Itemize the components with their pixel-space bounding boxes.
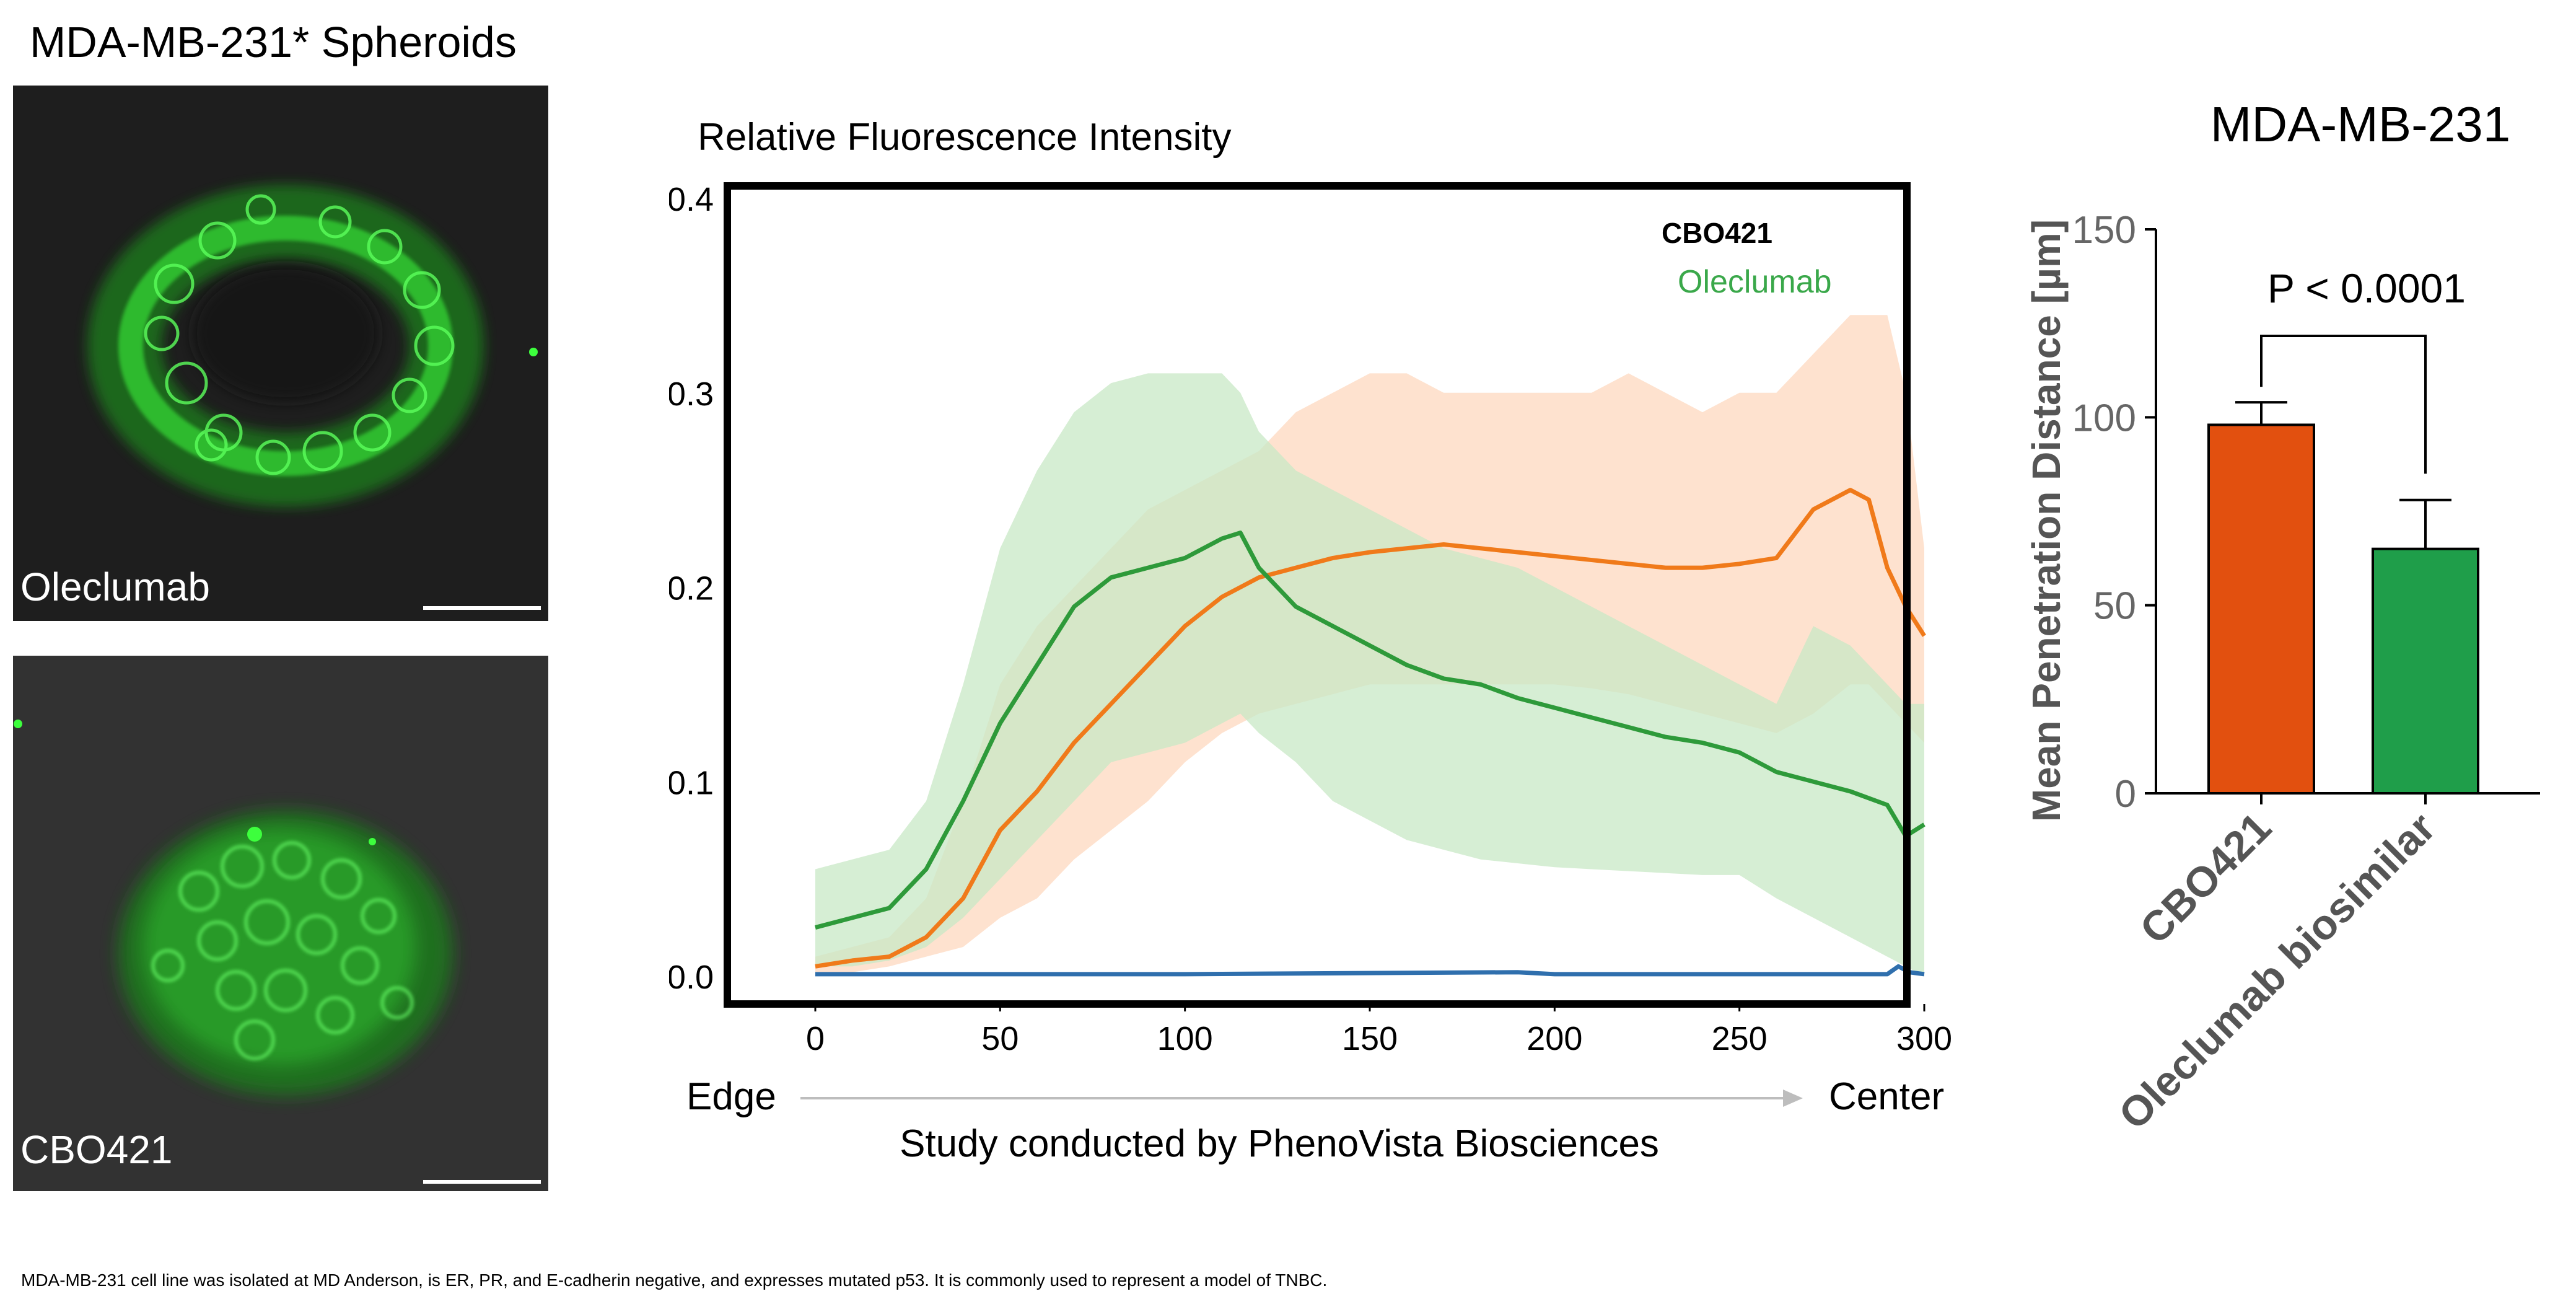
- control-mean-line: [815, 964, 1925, 977]
- y-tick-label: 0.1: [669, 764, 714, 801]
- footnote: MDA-MB-231 cell line was isolated at MD …: [21, 1270, 1328, 1290]
- y-tick-label: 0.2: [669, 570, 714, 607]
- bar-y-axis-title: Mean Penetration Distance [µm]: [2024, 219, 2069, 822]
- legend-cbo421: CBO421: [1662, 217, 1772, 249]
- legend-oleclumab: Oleclumab: [1678, 264, 1832, 300]
- bar-oleclumab: [2372, 547, 2479, 795]
- line-chart-title: Relative Fluorescence Intensity: [698, 116, 1232, 159]
- x-tick-label: 300: [1896, 1020, 1952, 1057]
- oleclumab-confidence-band: [815, 373, 1924, 976]
- scale-bar: [423, 1180, 541, 1184]
- x-tick-label: 100: [1157, 1020, 1213, 1057]
- x-category-label: Oleclumab biosimilar: [2110, 804, 2445, 1138]
- cbo421-spheroid-image: CBO421: [13, 656, 548, 1191]
- spheroid-ring-picture: [87, 185, 538, 507]
- y-tick-label: 0: [2115, 773, 2136, 816]
- scale-bar: [423, 606, 541, 610]
- p-value-annotation: P < 0.0001: [2267, 265, 2466, 311]
- spheroid-filled-picture: [14, 720, 453, 1096]
- x-tick-label: 150: [1342, 1020, 1398, 1057]
- oleclumab-spheroid-image: Oleclumab: [13, 86, 548, 621]
- x-category-label: CBO421: [2131, 804, 2280, 953]
- x-tick-label: 250: [1712, 1020, 1768, 1057]
- y-tick-label: 100: [2072, 397, 2136, 439]
- x-axis-title: Study conducted by PhenoVista Bioscience…: [900, 1122, 1659, 1165]
- figure-title: MDA-MB-231* Spheroids: [30, 18, 517, 66]
- y-tick-label: 0.3: [669, 376, 714, 413]
- plot-frame: [724, 182, 1911, 1008]
- fluorescence-line-chart: Relative Fluorescence Intensity 0.0 0.1 0.…: [669, 116, 1952, 1165]
- cbo421-mean-line: [815, 488, 1926, 969]
- bar-chart-title: MDA-MB-231: [2210, 97, 2511, 152]
- oleclumab-mean-line: [815, 531, 1925, 930]
- y-tick-label: 0.4: [669, 181, 714, 218]
- y-tick-label: 0.0: [669, 959, 714, 996]
- x-axis-edge-label: Edge: [686, 1075, 776, 1118]
- x-tick-label: 200: [1527, 1020, 1582, 1057]
- x-tick-label: 50: [981, 1020, 1019, 1057]
- x-tick-label: 0: [806, 1020, 825, 1057]
- oleclumab-panel-label: Oleclumab: [20, 565, 210, 609]
- significance-bracket: [2260, 335, 2427, 474]
- penetration-bar-chart: MDA-MB-231 Mean Penetration Distance [µm…: [2024, 97, 2540, 1138]
- bar-cbo421: [2207, 423, 2315, 795]
- y-tick-label: 50: [2093, 585, 2136, 628]
- x-axis-center-label: Center: [1829, 1075, 1944, 1118]
- direction-arrow-head: [1783, 1090, 1803, 1107]
- y-tick-label: 150: [2072, 209, 2136, 252]
- cbo421-panel-label: CBO421: [20, 1127, 173, 1172]
